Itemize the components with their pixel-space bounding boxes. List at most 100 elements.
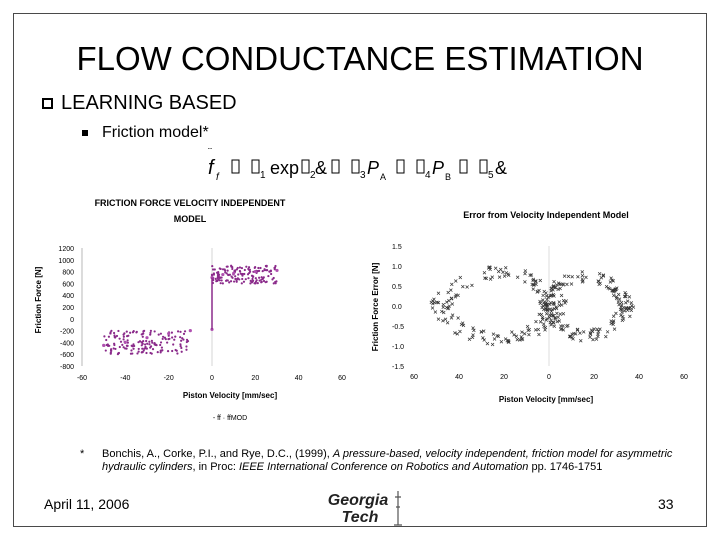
chart-right-error-point <box>515 275 520 280</box>
chart-right-error-point <box>573 332 578 336</box>
chart-right-error-point <box>498 267 503 272</box>
chart-left-ff-point <box>241 272 244 276</box>
chart-right-error-point <box>467 337 472 342</box>
chart-left-ff-point <box>245 265 248 268</box>
chart-right-error-point <box>622 294 627 299</box>
chart-left-ff-point <box>148 343 151 346</box>
chart-right-error-point <box>581 330 586 334</box>
footnote-paper-title: A pressure-based, velocity independent, … <box>102 448 673 473</box>
chart-right-error-point <box>444 305 449 310</box>
chart-right-error-point <box>555 311 559 316</box>
chart-right-error-point <box>552 301 556 306</box>
chart-left-ytick: 800 <box>62 270 74 277</box>
chart-left-ff-point <box>267 274 270 278</box>
chart-right-error-point <box>575 327 580 332</box>
chart-left-ff-point <box>110 349 113 352</box>
chart-left-ff-point <box>173 338 176 341</box>
chart-right-error-point <box>538 320 543 324</box>
chart-right-error-point <box>596 330 601 334</box>
chart-right-xtick: 60 <box>410 374 418 381</box>
chart-left-ff-point <box>218 279 221 282</box>
chart-left-ytick: 200 <box>62 305 74 312</box>
chart-right-error-point <box>446 290 450 295</box>
chart-left-ff-point <box>159 341 163 344</box>
chart-left-ff-point <box>170 331 173 334</box>
footnote-marker: * <box>80 448 85 460</box>
chart-left-ff-point <box>159 332 162 335</box>
formula-pb: P <box>432 158 444 178</box>
chart-right-error-point <box>471 326 475 330</box>
chart-left-ff-point <box>121 343 124 347</box>
chart-left-ytick: 1200 <box>58 246 74 253</box>
chart-left-ffmod-point <box>221 272 225 277</box>
chart-left-ff-point <box>231 265 234 269</box>
chart-right-error-point <box>552 279 556 284</box>
chart-right-error-point <box>562 274 567 278</box>
chart-left-ff-point <box>110 348 113 351</box>
chart-left-ff-point <box>115 334 119 338</box>
chart-left-xtick: -20 <box>164 375 174 382</box>
chart-left-ff-point <box>185 340 188 344</box>
chart-left-ff-point <box>113 336 117 339</box>
chart-left-ff-point <box>149 351 152 355</box>
chart-right-error-point <box>445 300 449 304</box>
chart-left-ff-point <box>249 282 252 285</box>
chart-left-ff-point <box>238 266 242 269</box>
formula-box-1 <box>231 159 240 174</box>
chart-left-ff-point <box>141 347 144 350</box>
chart-right-xtick: 20 <box>590 374 598 381</box>
chart-left-ytick: -400 <box>60 340 74 347</box>
chart-left-ff-point <box>112 347 115 350</box>
chart-right-error-point <box>492 337 497 341</box>
chart-right-error-point <box>430 306 435 310</box>
chart-left-ff-point <box>132 330 135 333</box>
chart-right-error-point <box>453 331 457 335</box>
chart-right-error-point <box>456 316 460 320</box>
chart-right-error-point <box>620 318 625 323</box>
chart-right-error-point <box>479 330 484 334</box>
chart-left-ff-point <box>252 275 255 278</box>
chart-left-ff-point <box>167 337 170 341</box>
chart-left-ff-point <box>270 272 273 276</box>
chart-left-ff-point <box>130 349 133 352</box>
chart-right-error-point <box>514 334 519 338</box>
chart-right-error-point <box>534 279 538 283</box>
chart-left-ff-point <box>159 343 162 347</box>
chart-left-ff-point <box>246 273 250 276</box>
chart-right-error-point <box>559 293 564 298</box>
formula-sub-1: 1 <box>260 170 266 181</box>
chart-right-error-point <box>431 301 435 306</box>
chart-right-error-point <box>527 332 531 337</box>
chart-left-ff-point <box>274 280 277 284</box>
chart-left-ff-point <box>212 272 216 275</box>
chart-right-error-point <box>598 281 602 286</box>
chart-right-error-point <box>553 316 557 321</box>
chart-right-error-point <box>605 330 610 334</box>
chart-left-ff-point <box>224 279 228 282</box>
chart-left-ff-point <box>211 264 214 268</box>
chart-right-error-point <box>599 276 604 280</box>
chart-right-error-point <box>552 324 557 328</box>
chart-left-ff-point <box>126 344 129 347</box>
chart-right-error-point <box>616 292 621 297</box>
chart-right-ytick: -1.5 <box>392 364 404 371</box>
chart-left-xtick: 60 <box>338 375 346 382</box>
chart-left-ff-point <box>104 349 107 352</box>
chart-left-ff-point <box>221 282 224 285</box>
chart-right-error-point <box>537 288 541 293</box>
chart-left-ff-point <box>171 349 174 353</box>
chart-left-ff-point <box>109 351 112 354</box>
chart-right-error-point <box>525 324 530 329</box>
chart-right-error-point <box>579 339 583 343</box>
chart-right-error-point <box>504 271 509 275</box>
chart-right-error-point <box>588 331 593 335</box>
chart-right-error-point <box>436 300 441 305</box>
chart-right-error-point <box>544 300 548 305</box>
chart-left-ff-point <box>227 273 230 276</box>
chart-right-xtick: 60 <box>680 374 688 381</box>
chart-left-ff-point <box>235 279 238 282</box>
chart-right-error-point <box>554 306 559 311</box>
chart-left-ff-point <box>106 344 110 347</box>
chart-right-error-point <box>432 297 436 301</box>
bullet2-text: Friction model* <box>102 124 209 141</box>
